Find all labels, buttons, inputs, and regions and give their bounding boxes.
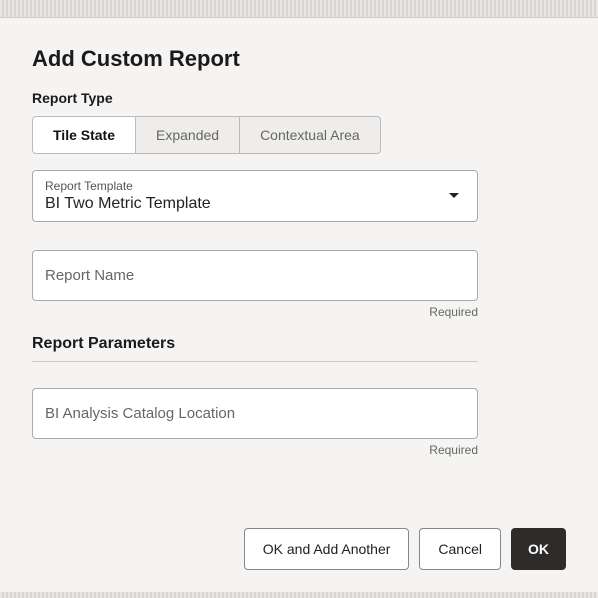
catalog-location-input[interactable] <box>32 388 478 439</box>
report-name-field-wrap <box>32 250 478 301</box>
panel-title: Add Custom Report <box>32 46 566 72</box>
catalog-location-required: Required <box>32 443 478 457</box>
tab-tile-state[interactable]: Tile State <box>32 116 136 154</box>
report-template-value: BI Two Metric Template <box>45 195 437 213</box>
tab-expanded[interactable]: Expanded <box>136 116 240 154</box>
ok-add-another-button[interactable]: OK and Add Another <box>244 528 410 570</box>
report-type-tabs: Tile State Expanded Contextual Area <box>32 116 566 154</box>
cancel-button[interactable]: Cancel <box>419 528 501 570</box>
chevron-down-icon <box>448 187 460 205</box>
bottom-decorative-border <box>0 592 598 598</box>
tab-contextual-area[interactable]: Contextual Area <box>240 116 381 154</box>
dialog-button-bar: OK and Add Another Cancel OK <box>244 528 566 570</box>
report-name-input[interactable] <box>32 250 478 301</box>
report-parameters-title: Report Parameters <box>32 335 478 362</box>
ok-button[interactable]: OK <box>511 528 566 570</box>
report-type-label: Report Type <box>32 90 566 106</box>
report-template-label: Report Template <box>45 179 437 193</box>
report-name-required: Required <box>32 305 478 319</box>
top-decorative-border <box>0 0 598 18</box>
report-template-select[interactable]: Report Template BI Two Metric Template <box>32 170 478 222</box>
add-custom-report-panel: Add Custom Report Report Type Tile State… <box>0 18 598 457</box>
catalog-location-field-wrap <box>32 388 478 439</box>
